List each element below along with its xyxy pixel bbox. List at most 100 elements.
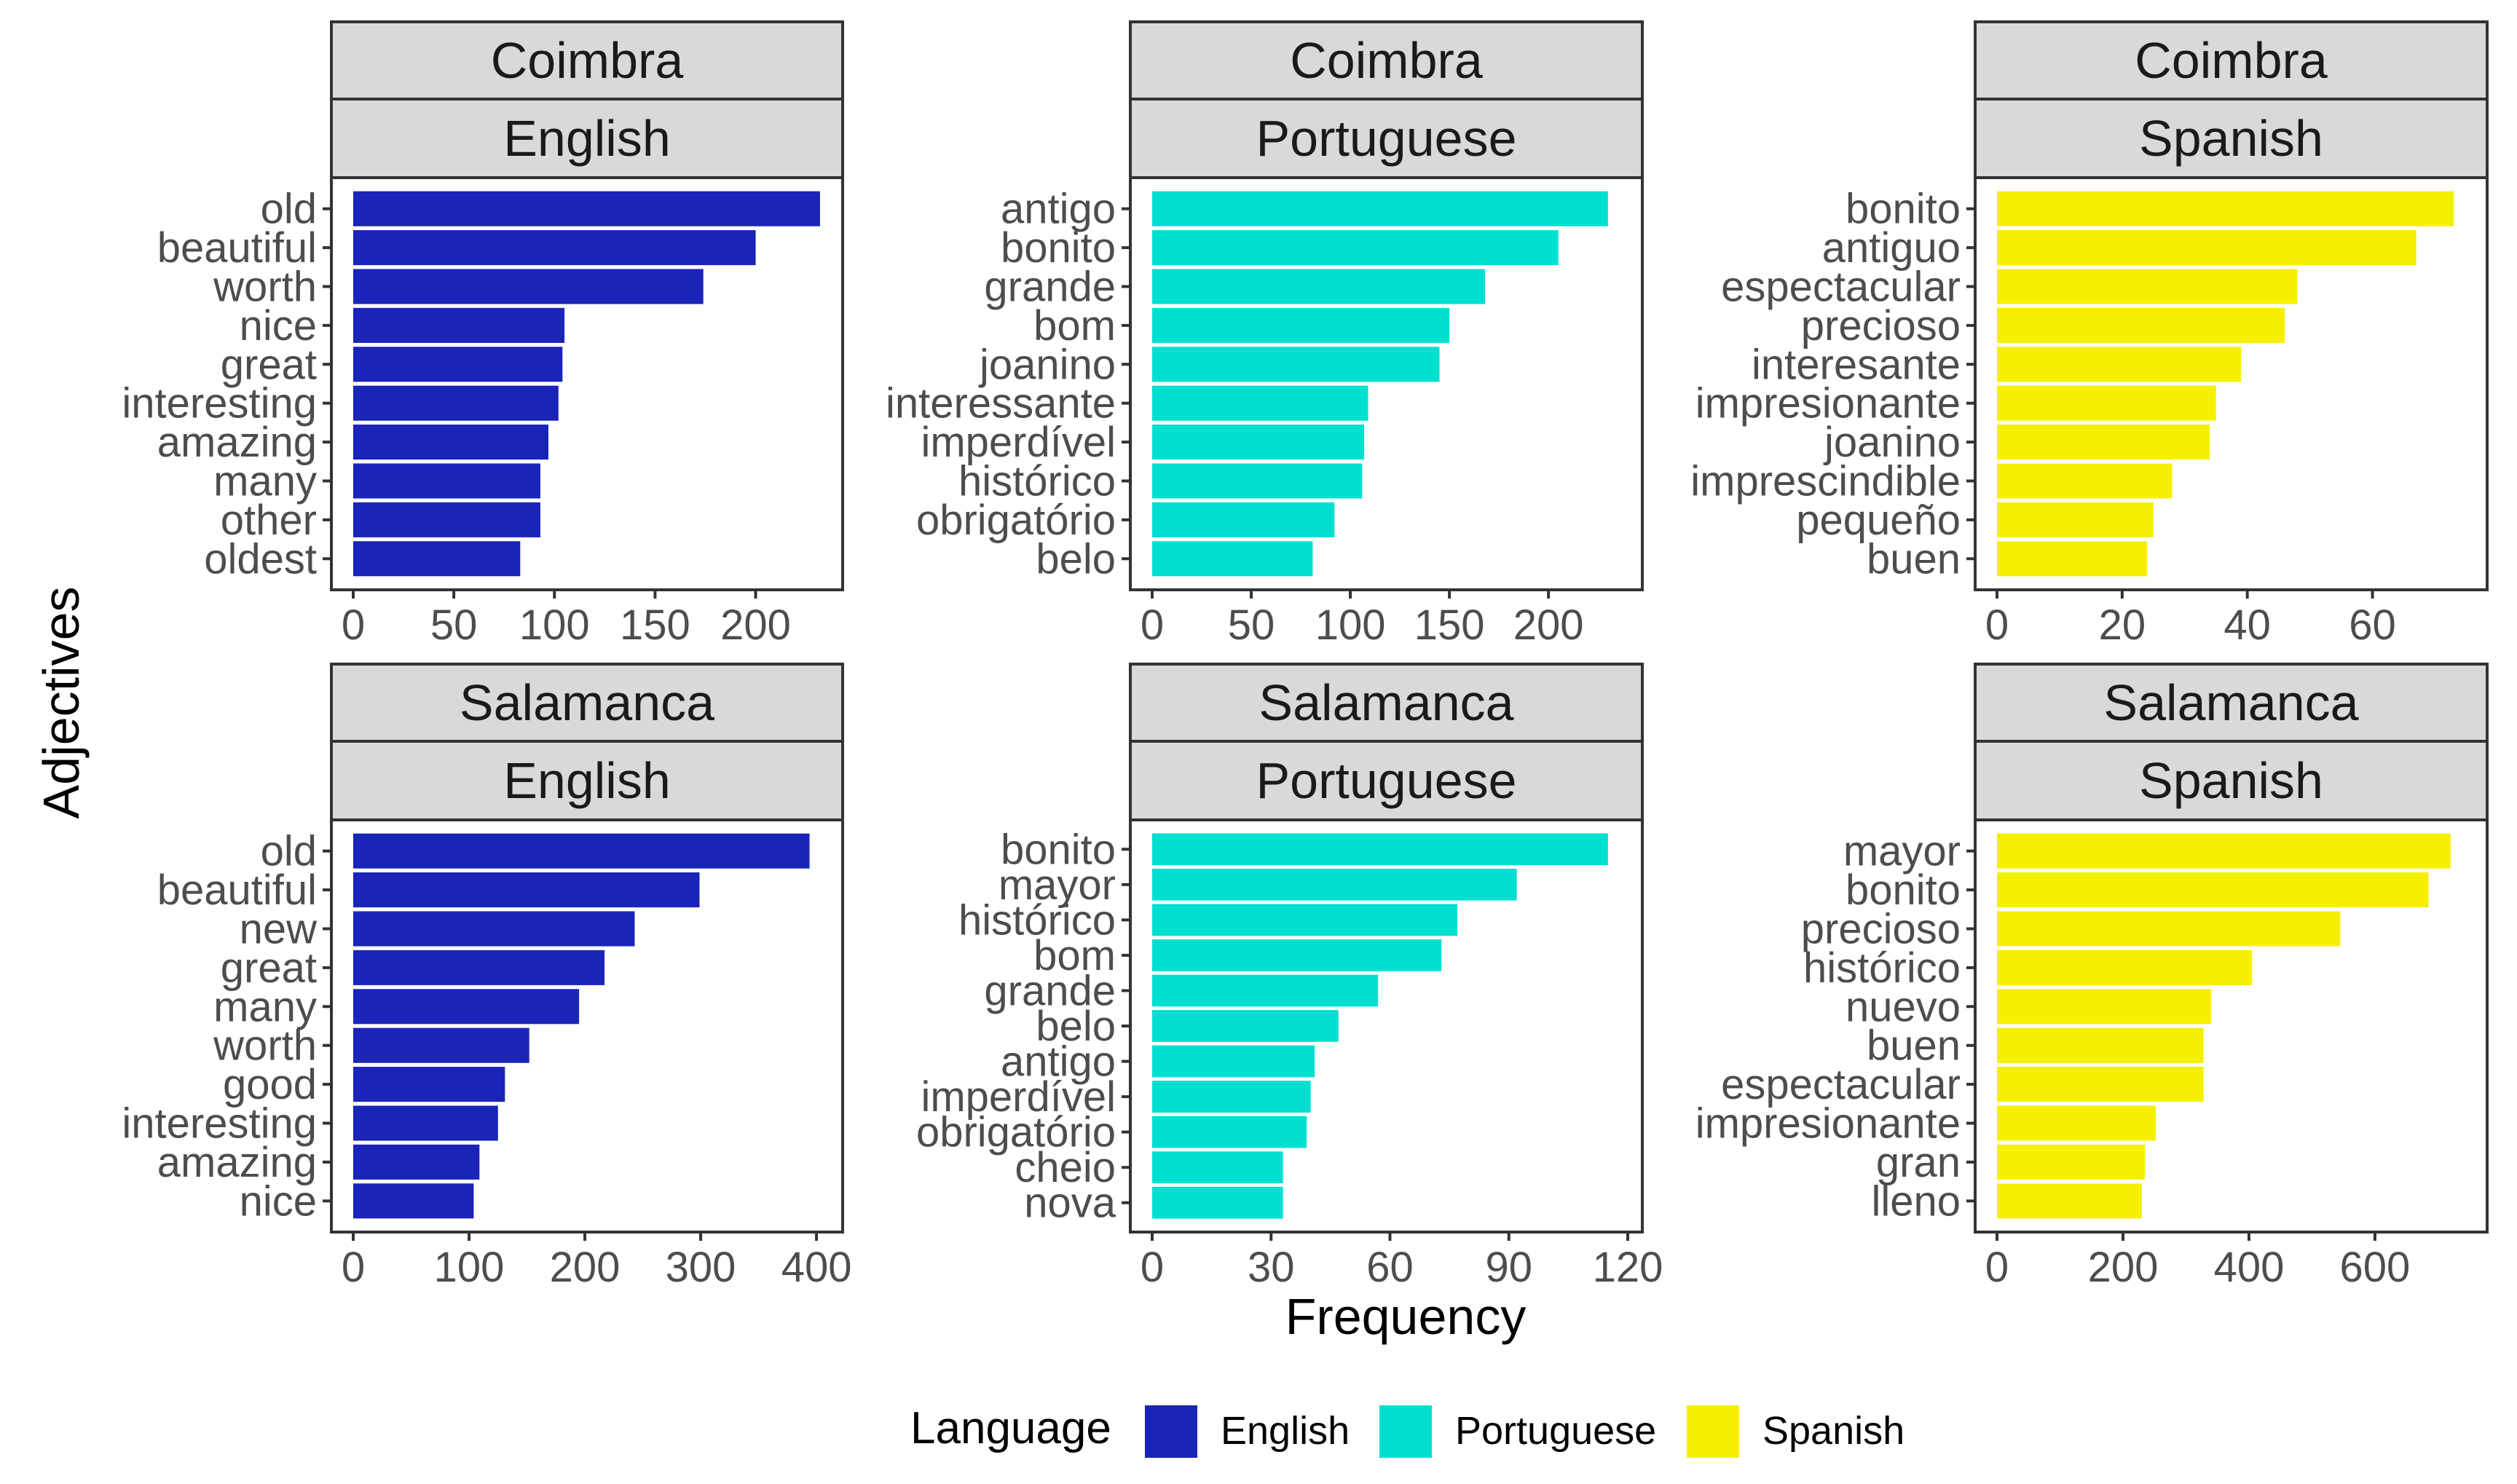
strip-city [330,20,844,100]
category-label: many [213,458,317,505]
bar-joanino [1997,425,2210,460]
x-tick-label: 60 [1366,1244,1414,1291]
category-label: interesting [122,1100,317,1148]
bar-interesting [353,385,559,421]
x-axis-title: Frequency [1285,1288,1527,1345]
strip-city-label: Coimbra [2135,32,2328,89]
bar-worth [353,1027,529,1063]
x-tick-label: 50 [1228,601,1275,649]
bar-many [353,989,580,1025]
bar-nice [353,1183,474,1219]
category-label: obrigatório [916,1109,1116,1156]
panel-frame [1974,176,2489,591]
bar-gran [1997,1144,2146,1180]
x-tick-label: 20 [2099,601,2146,649]
strip-language-label: Spanish [2139,110,2323,167]
legend-key-portuguese [1379,1405,1432,1458]
strip-city-label: Coimbra [1290,32,1483,89]
bar-pequeño [1997,502,2154,537]
category-label: grande [984,264,1116,311]
bar-bonito [1997,191,2454,226]
bar-bonito [1152,230,1559,266]
legend-key-english [1145,1405,1197,1458]
bar-oldest [353,541,521,577]
x-tick-label: 600 [2340,1244,2411,1291]
bar-belo [1152,541,1313,577]
bar-interesante [1997,347,2242,382]
category-label: nice [240,302,317,350]
bar-imperdível [1152,1081,1311,1113]
category-label: interessante [886,380,1116,427]
category-label: oldest [204,535,317,583]
bar-many [353,463,540,499]
category-label: joanino [978,341,1116,388]
bar-joanino [1152,347,1440,382]
category-label: mayor [998,861,1116,909]
category-label: precioso [1801,906,1961,953]
category-label: amazing [157,419,317,466]
category-label: obrigatório [916,497,1116,544]
panel-salamanca-spanish: Salamanca Spanish mayorbonitopreciosohistó… [1695,663,2489,1291]
category-label: nova [1024,1180,1116,1227]
category-label: amazing [157,1139,317,1186]
x-tick-label: 200 [720,601,791,649]
category-label: grande [984,967,1116,1014]
category-label: mayor [1843,828,1961,875]
bar-nuevo [1997,989,2212,1025]
category-label: belo [1036,535,1116,583]
category-label: great [221,944,317,992]
bar-old [353,833,810,869]
bar-lleno [1997,1183,2142,1219]
category-label: worth [213,1022,317,1070]
bar-precioso [1997,911,2341,947]
bar-imprescindible [1997,463,2173,499]
bar-amazing [353,1144,480,1180]
x-tick-label: 200 [2088,1244,2159,1291]
category-label: other [221,497,317,544]
strip-city-label: Salamanca [2103,674,2358,731]
bar-worth [353,269,704,304]
category-label: bonito [1001,224,1116,272]
bar-impresionante [1997,1105,2156,1141]
x-tick-label: 400 [781,1244,852,1291]
category-label: antigo [1001,1038,1116,1086]
panel-coimbra-english: Coimbra English oldbeautifulworthnicegreat… [122,20,844,649]
bar-mayor [1997,833,2451,869]
category-label: beautiful [157,224,317,272]
category-label: bonito [1001,826,1116,873]
category-label: histórico [1803,944,1961,992]
bar-bonito [1152,833,1608,866]
bar-buen [1997,541,2148,577]
strip-city [1129,20,1644,100]
category-label: lleno [1871,1177,1961,1225]
category-label: good [223,1061,317,1108]
x-tick-label: 0 [1985,1244,2009,1291]
category-label: imperdível [921,419,1116,466]
category-label: impresionante [1695,380,1961,427]
legend: Language English Portuguese Spanish [910,1403,1905,1458]
panels-layer: CoimbraEnglisholdbeautifulworthnicegreat… [122,20,2489,1291]
x-tick-label: 200 [1513,601,1584,649]
strip-city [1129,663,1644,743]
strip-language-label: Portuguese [1256,110,1516,167]
strip-city [1974,663,2489,743]
category-label: new [240,906,318,953]
x-tick-label: 0 [342,601,365,649]
category-label: buen [1867,535,1961,583]
bar-mayor [1152,868,1517,901]
bar-beautiful [353,230,756,266]
category-label: histórico [958,458,1116,505]
x-tick-label: 300 [666,1244,736,1291]
bar-new [353,911,635,947]
x-tick-label: 100 [1315,601,1386,649]
bar-antigo [1152,1045,1315,1078]
panel-coimbra-spanish: CoimbraSpanishbonitoantiguoespectacularp… [1690,20,2489,649]
category-label: histórico [958,896,1116,944]
category-label: many [213,983,317,1030]
bar-histórico [1152,904,1458,936]
x-tick-label: 40 [2223,601,2271,649]
category-label: antiguo [1822,224,1961,272]
bar-imperdível [1152,425,1365,460]
category-label: bonito [1846,867,1961,914]
category-label: cheio [1015,1144,1116,1191]
